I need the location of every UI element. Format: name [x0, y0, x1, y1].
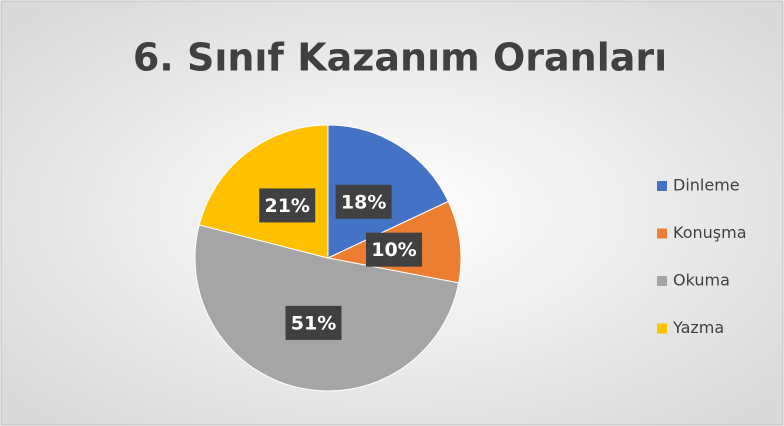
legend-swatch — [657, 276, 667, 286]
legend-label: Okuma — [673, 271, 730, 290]
data-label: 18% — [341, 191, 386, 213]
legend-label: Yazma — [672, 318, 724, 337]
data-label: 21% — [264, 195, 309, 217]
legend-swatch — [657, 323, 667, 334]
legend-label: Dinleme — [673, 176, 740, 195]
legend-label: Konuşma — [673, 223, 747, 242]
data-label-box — [365, 232, 422, 267]
data-label-box — [335, 184, 392, 219]
data-label: 51% — [291, 312, 336, 334]
chart-title: 6. Sınıf Kazanım Oranları — [133, 36, 667, 80]
legend-swatch — [657, 181, 667, 191]
data-label-box — [285, 305, 342, 340]
data-label: 10% — [371, 239, 416, 261]
legend-swatch — [657, 228, 667, 239]
data-label-box — [259, 188, 316, 223]
